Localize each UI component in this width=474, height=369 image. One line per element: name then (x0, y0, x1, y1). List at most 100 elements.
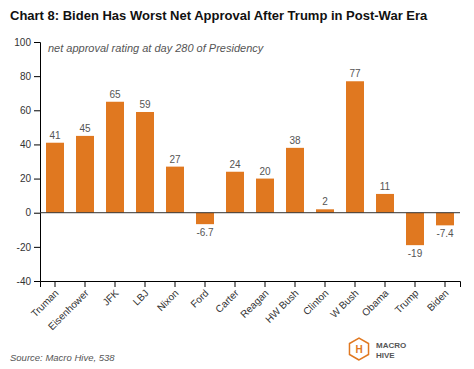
y-tick: -40 (17, 276, 40, 287)
x-tick: Ford (188, 281, 210, 310)
y-tick-label: 40 (20, 139, 32, 150)
x-tick-label: Clinton (301, 287, 331, 317)
x-tick-mark (115, 281, 116, 287)
subtitle: net approval rating at day 280 of Presid… (48, 42, 265, 54)
x-tick: W Bush (328, 281, 361, 320)
y-tick-label: 60 (20, 105, 32, 116)
x-tick-mark (55, 281, 56, 287)
data-label: 20 (259, 166, 271, 177)
x-tick: Carter (213, 281, 241, 315)
bar (286, 148, 304, 213)
x-tick-mark (415, 281, 416, 287)
y-axis-line (34, 43, 41, 282)
y-tick: 20 (20, 173, 40, 184)
x-tick-label: Ford (188, 287, 210, 309)
y-tick-mark (34, 179, 40, 180)
bar (316, 209, 334, 212)
data-labels: 4145655927-6.724203827711-19-7.4 (49, 68, 454, 259)
y-axis: -40 -20 0 20 40 60 80 100 (14, 37, 40, 287)
x-tick: Nixon (155, 281, 181, 313)
logo-text: MACRO (376, 341, 406, 350)
logo-hexagon (349, 338, 368, 360)
x-tick-mark (355, 281, 356, 287)
x-tick-label: Nixon (155, 287, 181, 313)
y-tick-mark (34, 281, 40, 282)
y-tick-label: 80 (20, 71, 32, 82)
data-label: 77 (349, 68, 361, 79)
x-tick-label: HW Bush (263, 287, 301, 325)
bar (376, 194, 394, 213)
x-tick-label: W Bush (328, 287, 361, 320)
x-tick-mark (325, 281, 326, 287)
x-tick: JFK (100, 281, 121, 308)
x-tick-label: Obama (360, 287, 391, 318)
y-tick-mark (34, 42, 40, 43)
y-tick-label: -20 (17, 242, 32, 253)
x-tick-mark (85, 281, 86, 287)
y-tick-label: -40 (17, 276, 32, 287)
x-tick-mark (295, 281, 296, 287)
y-tick-mark (34, 213, 40, 214)
data-label: 65 (109, 89, 121, 100)
bar (166, 167, 184, 213)
bar (436, 213, 454, 226)
y-tick-label: 100 (14, 37, 31, 48)
bar (136, 112, 154, 213)
x-tick-label: Trump (393, 287, 421, 315)
x-tick-label: Biden (425, 287, 451, 313)
data-label: -6.7 (196, 227, 214, 238)
bar (346, 81, 364, 212)
data-label: 24 (229, 159, 241, 170)
x-tick-mark (235, 281, 236, 287)
bar (106, 102, 124, 213)
zero-line (40, 212, 460, 213)
x-tick-mark (265, 281, 266, 287)
x-axis: TrumanEisenhowerJFKLBJNixonFordCarterRea… (29, 281, 461, 332)
data-label: 41 (49, 130, 61, 141)
x-tick: Obama (360, 281, 391, 318)
chart: -40-20020406080100TrumanEisenhowerJFKLBJ… (0, 0, 474, 369)
plot-area (46, 81, 454, 245)
data-label: -7.4 (436, 228, 454, 239)
y-tick: 0 (25, 207, 40, 218)
data-label: 27 (169, 154, 181, 165)
data-label: 2 (322, 196, 328, 207)
x-tick-mark (445, 281, 446, 287)
data-label: 59 (139, 99, 151, 110)
bar (226, 172, 244, 213)
logo-mark: H (355, 344, 362, 355)
data-label: 45 (79, 123, 91, 134)
x-tick-mark (175, 281, 176, 287)
x-tick: Trump (393, 281, 421, 315)
y-tick: 100 (14, 37, 40, 48)
y-tick-mark (34, 247, 40, 248)
x-tick: LBJ (131, 281, 151, 307)
data-label: 38 (289, 135, 301, 146)
logo: H MACROHIVE (349, 338, 406, 360)
x-tick-label: Carter (213, 287, 241, 315)
bar (76, 136, 94, 213)
x-tick-label: JFK (100, 287, 121, 308)
data-label: -19 (408, 248, 423, 259)
x-tick-mark (385, 281, 386, 287)
y-tick: 80 (20, 71, 40, 82)
x-tick: HW Bush (263, 281, 301, 325)
title: Chart 8: Biden Has Worst Net Approval Af… (10, 8, 428, 23)
x-tick-label: LBJ (131, 287, 151, 307)
source: Source: Macro Hive, 538 (10, 352, 115, 363)
y-tick-mark (34, 76, 40, 77)
x-tick: Clinton (301, 281, 331, 317)
y-tick-mark (34, 110, 40, 111)
y-tick-label: 0 (25, 207, 31, 218)
x-tick: Eisenhower (46, 281, 91, 332)
x-tick-label: Eisenhower (46, 287, 91, 332)
y-tick: -20 (17, 242, 40, 253)
y-tick: 40 (20, 139, 40, 150)
bar (196, 213, 214, 224)
x-tick: Biden (425, 281, 451, 313)
logo-text: HIVE (376, 351, 395, 360)
y-tick: 60 (20, 105, 40, 116)
y-tick-label: 20 (20, 173, 32, 184)
x-axis-line (41, 282, 461, 288)
bar (256, 179, 274, 213)
